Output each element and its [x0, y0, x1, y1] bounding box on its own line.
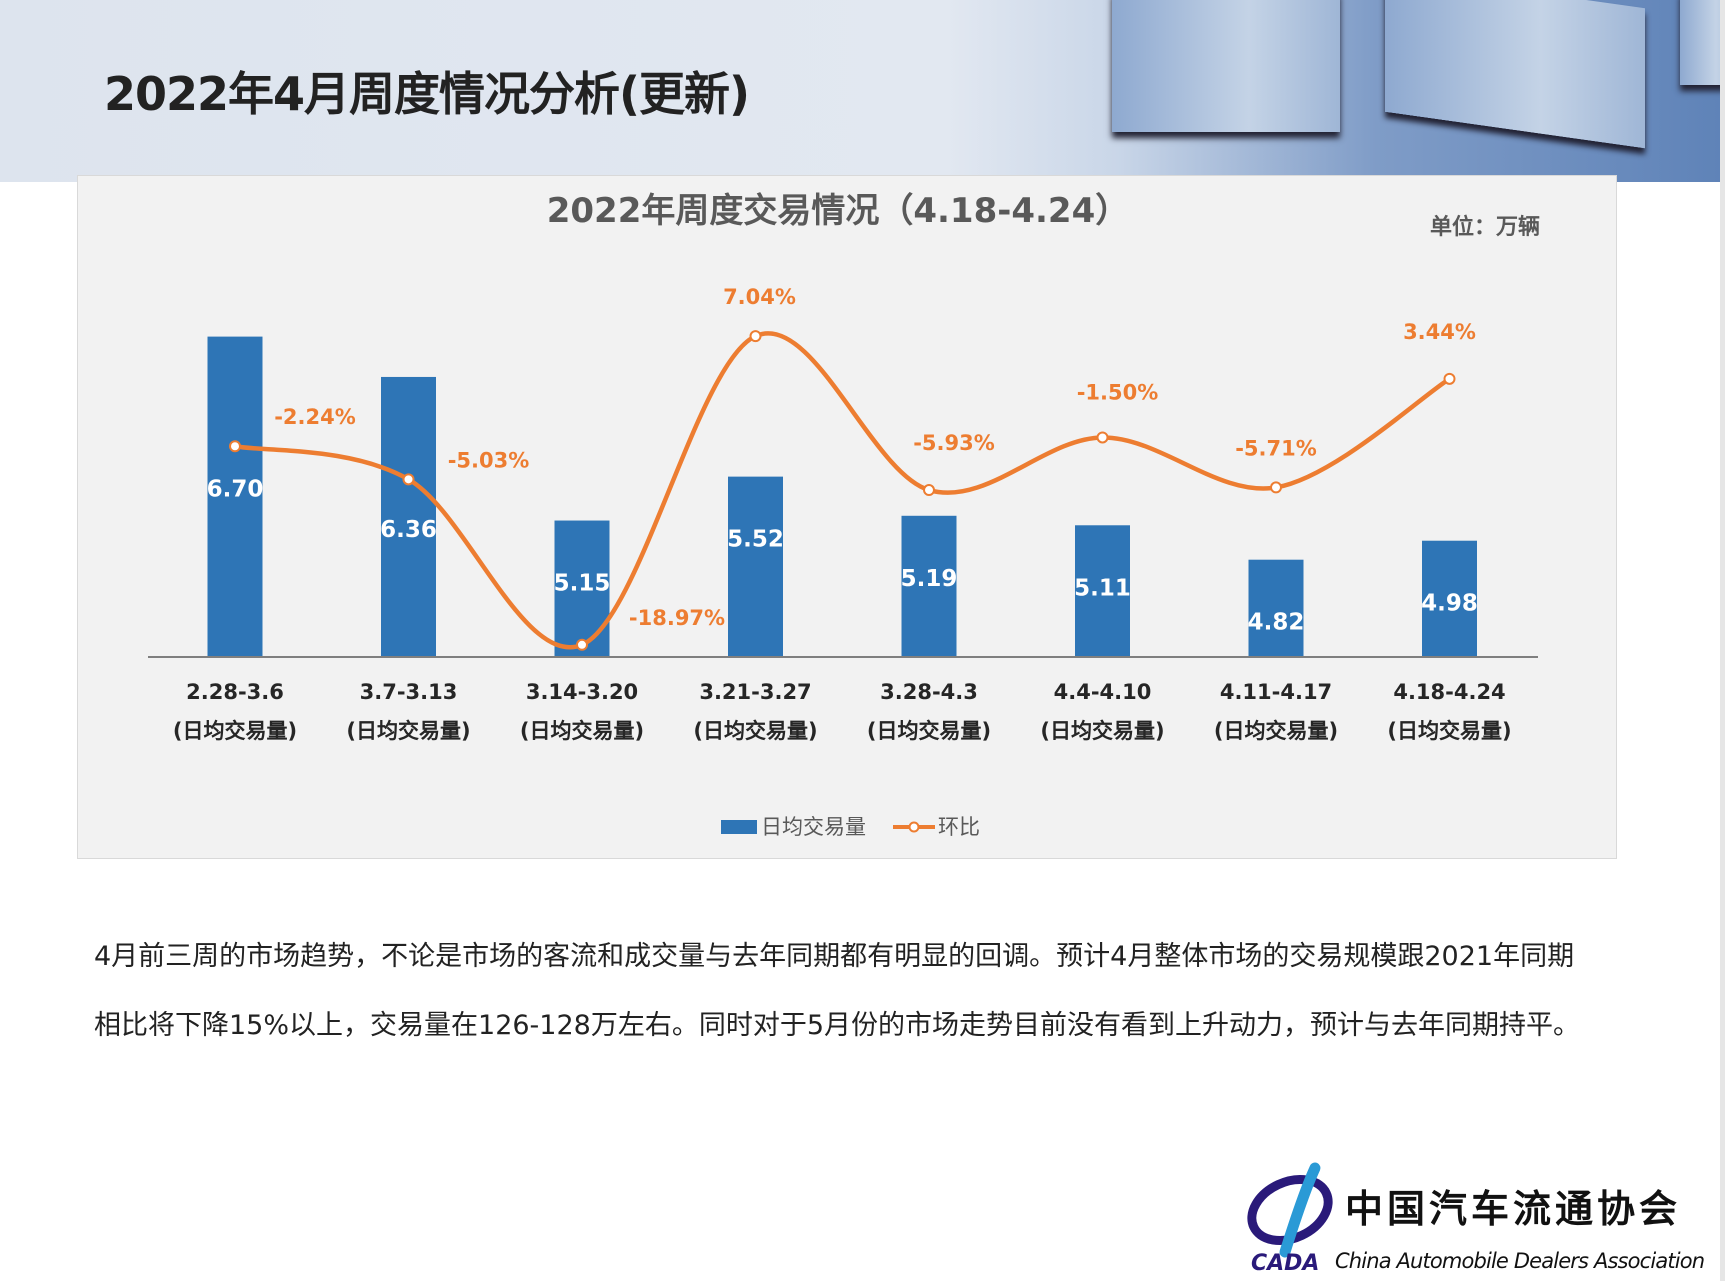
- page-edge: [1720, 0, 1725, 1281]
- x-tick-label: 3.7-3.13: [360, 680, 458, 704]
- bar: [381, 376, 436, 657]
- line-value-label: -2.24%: [274, 405, 356, 429]
- logo-cn: 中国汽车流通协会: [1345, 1187, 1681, 1231]
- legend-line-marker: [908, 821, 920, 833]
- bar-value-label: 5.15: [554, 571, 611, 597]
- logo-en: China Automobile Dealers Association: [1335, 1249, 1705, 1273]
- x-tick-sublabel: (日均交易量): [173, 719, 297, 743]
- bar: [1075, 525, 1130, 657]
- x-tick-label: 3.21-3.27: [699, 680, 811, 704]
- x-tick-label: 4.18-4.24: [1393, 680, 1505, 704]
- bar: [207, 336, 263, 657]
- x-tick-label: 4.4-4.10: [1054, 680, 1152, 704]
- line-point: [1443, 372, 1456, 385]
- bar-value-label: 5.52: [727, 527, 784, 553]
- line-point: [1096, 431, 1109, 444]
- line-point: [402, 473, 415, 486]
- line-value-label: 3.44%: [1403, 320, 1476, 344]
- line-value-label: -5.03%: [448, 448, 530, 472]
- logo-abbr: CADA: [1251, 1251, 1319, 1275]
- line-value-label: -1.50%: [1077, 380, 1159, 404]
- unit-label: 单位：万辆: [1430, 214, 1540, 240]
- x-tick-sublabel: (日均交易量): [1040, 719, 1164, 743]
- x-tick-sublabel: (日均交易量): [520, 719, 644, 743]
- line-value-label: -18.97%: [629, 606, 725, 630]
- bar: [1422, 540, 1477, 657]
- x-tick-sublabel: (日均交易量): [1214, 719, 1338, 743]
- line-point: [749, 330, 762, 343]
- bar: [554, 520, 610, 657]
- line-value-label: -5.93%: [913, 431, 995, 455]
- bar-value-label: 4.98: [1421, 591, 1478, 617]
- line-value-label: -5.71%: [1235, 436, 1317, 460]
- chart-title: 2022年周度交易情况（4.18-4.24）: [547, 191, 1130, 231]
- bar-value-label: 6.36: [380, 517, 437, 543]
- header-banner: 2022年4月周度情况分析(更新): [0, 0, 1720, 182]
- x-tick-label: 3.14-3.20: [526, 680, 638, 704]
- line-point: [923, 484, 935, 497]
- bar-value-label: 6.70: [207, 477, 264, 503]
- analysis-paragraph: 4月前三周的市场趋势，不论是市场的客流和成交量与去年同期都有明显的回调。预计4月…: [94, 941, 1580, 1041]
- decor-cube: [1112, 0, 1340, 132]
- bar-value-label: 4.82: [1248, 610, 1305, 636]
- page-title: 2022年4月周度情况分析(更新): [104, 67, 750, 121]
- line-point: [576, 638, 588, 651]
- legend-line-label: 环比: [938, 815, 980, 839]
- bar-value-label: 5.11: [1074, 575, 1131, 601]
- legend: 日均交易量 环比: [721, 815, 980, 839]
- bar: [728, 476, 783, 657]
- bar-value-label: 5.19: [901, 566, 958, 592]
- bar: [1248, 559, 1304, 657]
- line-point: [1270, 481, 1282, 494]
- x-tick-sublabel: (日均交易量): [867, 719, 991, 743]
- x-tick-sublabel: (日均交易量): [1387, 719, 1511, 743]
- x-tick-sublabel: (日均交易量): [346, 719, 470, 743]
- legend-bar-swatch: [721, 820, 757, 834]
- chart-panel: 2022年周度交易情况（4.18-4.24） 单位：万辆 6.70 2.28-3.…: [77, 175, 1617, 859]
- chart: 2022年周度交易情况（4.18-4.24） 单位：万辆 6.70 2.28-3.…: [148, 191, 1540, 839]
- line-value-label: 7.04%: [723, 285, 796, 309]
- bar: [901, 515, 957, 657]
- x-tick-label: 2.28-3.6: [186, 680, 284, 704]
- x-tick-sublabel: (日均交易量): [693, 719, 817, 743]
- decor-cube: [1680, 0, 1720, 85]
- x-tick-label: 4.11-4.17: [1220, 680, 1332, 704]
- x-tick-label: 3.28-4.3: [880, 680, 978, 704]
- cada-logo: CADA 中国汽车流通协会 China Automobile Dealers A…: [1245, 1160, 1715, 1276]
- decor-cube: [1385, 0, 1645, 149]
- line-point: [229, 440, 241, 453]
- legend-bar-label: 日均交易量: [761, 815, 866, 839]
- line-series: [234, 331, 1451, 650]
